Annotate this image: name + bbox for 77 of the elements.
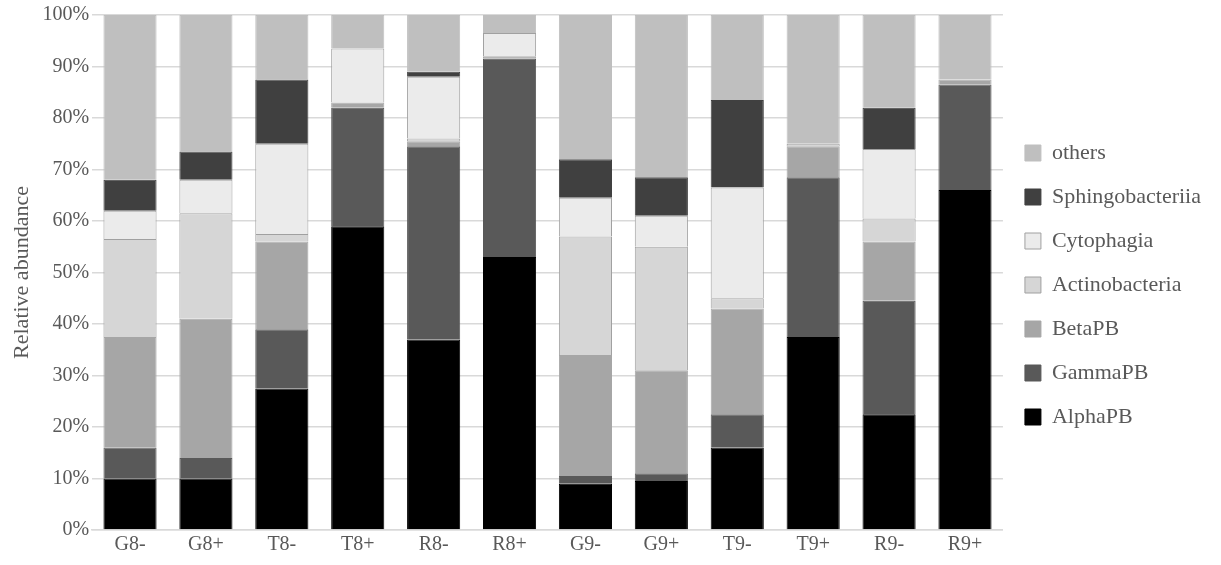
y-tick-label: 20% xyxy=(52,414,90,437)
x-tick-label: T8- xyxy=(267,532,297,555)
bar xyxy=(103,478,157,530)
bar xyxy=(179,15,233,152)
bar xyxy=(634,177,688,216)
bar xyxy=(634,15,688,178)
x-tick-label: R9+ xyxy=(947,532,983,555)
y-tick-label: 100% xyxy=(42,2,90,25)
bar xyxy=(710,15,764,100)
bar xyxy=(255,15,309,80)
legend-label: Actinobacteria xyxy=(1051,270,1182,296)
bar xyxy=(255,329,309,389)
bar xyxy=(786,177,840,337)
bar xyxy=(179,478,233,530)
bar xyxy=(862,107,916,149)
bar xyxy=(331,226,385,530)
bar xyxy=(482,58,537,258)
y-tick-label: 90% xyxy=(52,53,90,76)
y-tick-label: 70% xyxy=(52,156,90,179)
bar xyxy=(558,159,613,198)
bar xyxy=(179,151,233,180)
legend-label: BetaPB xyxy=(1051,314,1120,340)
legend-label: GammaPB xyxy=(1051,358,1149,384)
x-tick-label: R8+ xyxy=(492,532,527,555)
bar xyxy=(103,336,157,448)
bar xyxy=(710,414,764,448)
x-tick-label: G8+ xyxy=(188,532,224,555)
bar xyxy=(862,15,916,108)
x-tick-label: R9- xyxy=(874,532,905,555)
y-tick-label: 40% xyxy=(52,311,90,334)
bar xyxy=(938,190,992,530)
bar xyxy=(407,339,461,530)
bar xyxy=(786,15,840,144)
bar xyxy=(558,483,613,530)
bar xyxy=(786,146,840,178)
y-tick-label: 80% xyxy=(52,105,90,128)
bar xyxy=(938,15,992,80)
bar xyxy=(255,79,309,144)
y-axis-title: Relative abundance xyxy=(7,186,33,359)
x-tick-label: G8- xyxy=(114,532,146,555)
bar xyxy=(407,141,461,147)
y-tick-label: 10% xyxy=(52,465,90,488)
bar xyxy=(103,447,157,479)
x-tick-label: G9- xyxy=(569,532,601,555)
bar xyxy=(407,15,461,72)
bar xyxy=(710,99,764,188)
x-tick-label: T9+ xyxy=(796,532,830,555)
y-tick-label: 50% xyxy=(52,259,90,282)
bar xyxy=(786,336,840,530)
bar xyxy=(634,481,688,530)
bar xyxy=(634,473,688,482)
legend-label: AlphaPB xyxy=(1051,402,1133,428)
x-tick-label: T9- xyxy=(722,532,752,555)
bar xyxy=(331,15,385,49)
y-tick-label: 0% xyxy=(62,517,90,540)
bar xyxy=(482,257,537,530)
bar xyxy=(103,179,157,211)
bar xyxy=(331,107,385,227)
bar xyxy=(862,414,916,530)
bar xyxy=(103,15,157,180)
bar xyxy=(407,146,461,340)
x-tick-label: G9+ xyxy=(643,532,680,555)
x-tick-label: R8- xyxy=(418,532,449,555)
bar xyxy=(179,457,233,479)
legend-label: Sphingobacteriia xyxy=(1051,182,1202,208)
y-tick-label: 30% xyxy=(52,362,90,385)
y-tick-label: 60% xyxy=(52,208,90,231)
legend-label: Cytophagia xyxy=(1051,226,1154,252)
bar xyxy=(938,79,992,85)
legend-label: others xyxy=(1051,138,1106,164)
bar xyxy=(938,84,992,191)
bar xyxy=(710,447,764,530)
x-tick-label: T8+ xyxy=(340,532,375,555)
bar xyxy=(862,300,916,415)
bar xyxy=(482,15,537,34)
bar xyxy=(255,388,309,530)
bar xyxy=(558,15,613,160)
